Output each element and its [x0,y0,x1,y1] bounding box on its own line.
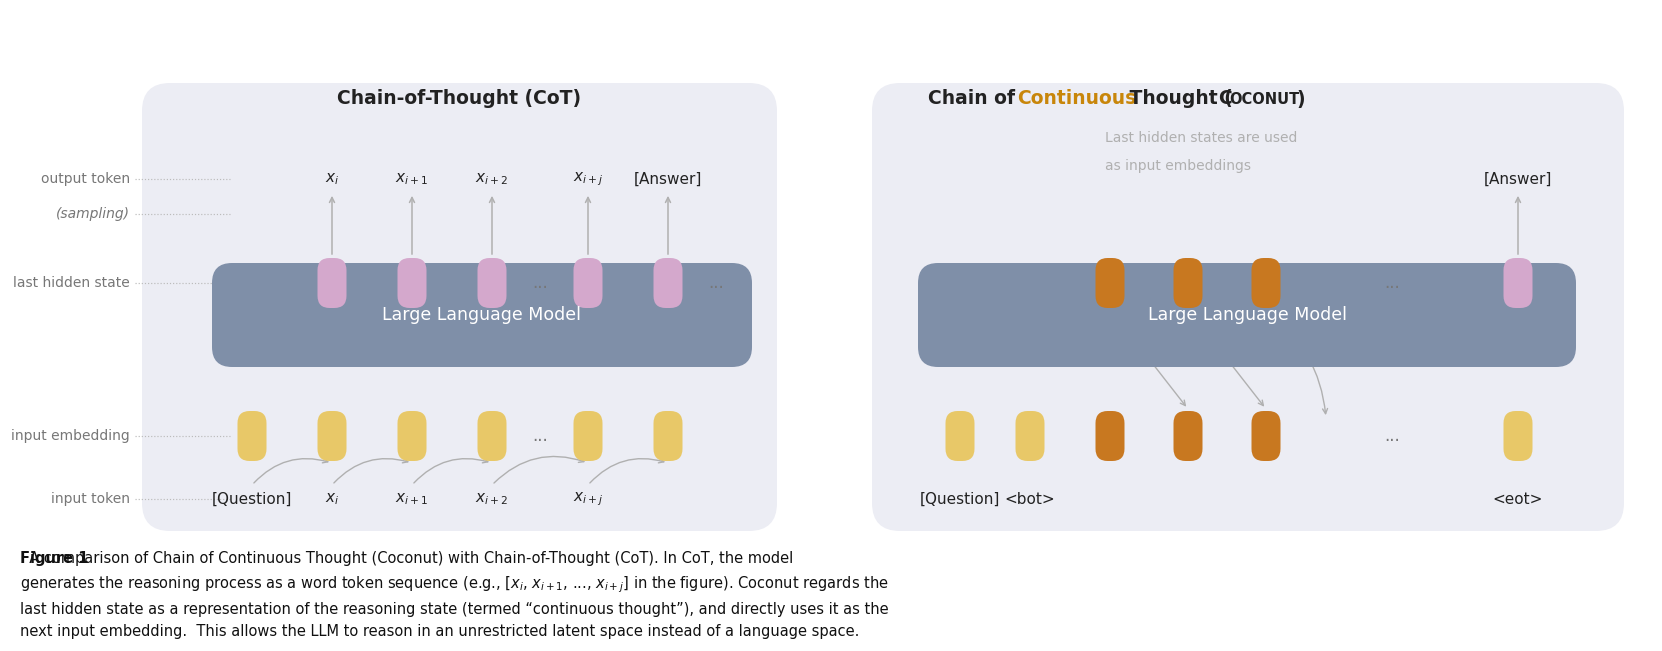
Text: <eot>: <eot> [1492,492,1544,506]
Text: [Question]: [Question] [211,492,293,506]
FancyBboxPatch shape [573,411,603,461]
Text: last hidden state: last hidden state [13,276,130,290]
Text: Last hidden states are used: Last hidden states are used [1105,131,1298,145]
Text: ...: ... [532,274,548,292]
FancyBboxPatch shape [1095,258,1125,308]
FancyBboxPatch shape [1015,411,1044,461]
Text: Large Language Model: Large Language Model [382,306,582,324]
Text: output token: output token [42,172,130,186]
FancyBboxPatch shape [317,411,346,461]
FancyBboxPatch shape [238,411,266,461]
FancyBboxPatch shape [573,258,603,308]
FancyBboxPatch shape [213,263,751,367]
FancyBboxPatch shape [1173,258,1203,308]
FancyBboxPatch shape [397,258,427,308]
Text: <bot>: <bot> [1006,492,1055,506]
Text: $x_{i+1}$: $x_{i+1}$ [396,171,429,187]
Text: (sampling): (sampling) [57,207,130,221]
FancyBboxPatch shape [1251,411,1280,461]
Text: Chain of: Chain of [927,89,1022,109]
FancyBboxPatch shape [917,263,1576,367]
Text: $x_{i+j}$: $x_{i+j}$ [573,170,603,187]
Text: input embedding: input embedding [12,429,130,443]
Text: $x_{i+2}$: $x_{i+2}$ [475,171,509,187]
FancyBboxPatch shape [1504,411,1532,461]
FancyBboxPatch shape [873,83,1624,531]
Text: ...: ... [708,274,725,292]
Text: [Answer]: [Answer] [633,171,701,186]
Text: $x_{i+2}$: $x_{i+2}$ [475,491,509,507]
FancyBboxPatch shape [1173,411,1203,461]
Text: $x_{i+j}$: $x_{i+j}$ [573,490,603,508]
Text: $x_i$: $x_i$ [324,491,339,507]
Text: $x_i$: $x_i$ [324,171,339,187]
Text: $x_{i+1}$: $x_{i+1}$ [396,491,429,507]
Text: ...: ... [532,427,548,445]
Text: C: C [1218,89,1232,109]
Text: Chain-of-Thought (CoT): Chain-of-Thought (CoT) [337,89,582,109]
FancyBboxPatch shape [141,83,778,531]
FancyBboxPatch shape [477,258,507,308]
Text: Figure 1: Figure 1 [20,551,88,566]
Text: [Answer]: [Answer] [1484,171,1552,186]
FancyBboxPatch shape [653,411,683,461]
FancyBboxPatch shape [1504,258,1532,308]
Text: ...: ... [1384,274,1399,292]
FancyBboxPatch shape [477,411,507,461]
FancyBboxPatch shape [397,411,427,461]
Text: OCONUT: OCONUT [1230,92,1300,107]
Text: Thought (: Thought ( [1124,89,1233,109]
FancyBboxPatch shape [1095,411,1125,461]
Text: [Question]: [Question] [919,492,1001,506]
Text: Large Language Model: Large Language Model [1147,306,1346,324]
Text: input token: input token [52,492,130,506]
Text: as input embeddings: as input embeddings [1105,159,1251,173]
Text: A comparison of Chain of Continuous Thought (Coconut) with Chain-of-Thought (CoT: A comparison of Chain of Continuous Thou… [20,551,889,639]
FancyBboxPatch shape [317,258,346,308]
FancyBboxPatch shape [1251,258,1280,308]
FancyBboxPatch shape [653,258,683,308]
FancyBboxPatch shape [946,411,974,461]
Text: Continuous: Continuous [1017,89,1137,109]
Text: ...: ... [1384,427,1399,445]
Text: ): ) [1296,89,1305,109]
